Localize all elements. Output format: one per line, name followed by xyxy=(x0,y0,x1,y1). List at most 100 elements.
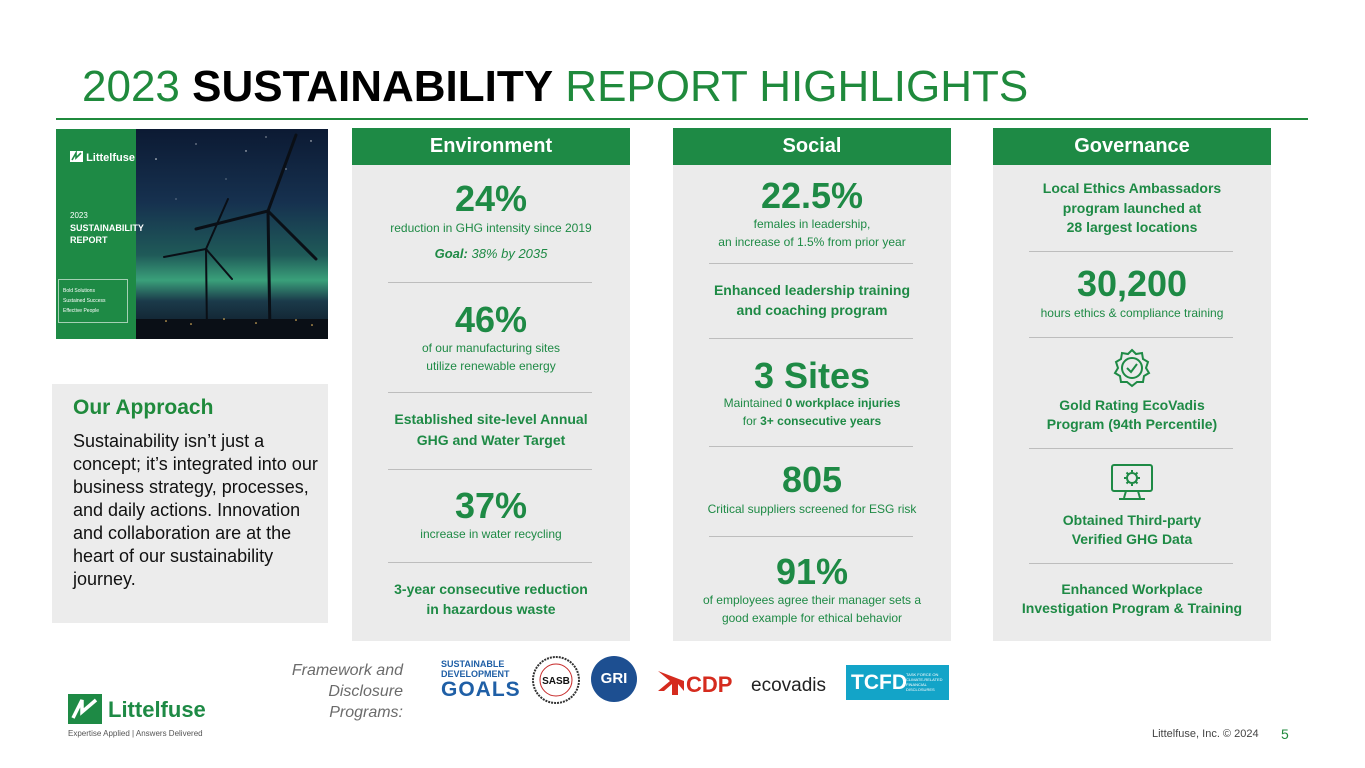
sdg-logo: SUSTAINABLE DEVELOPMENT GOALS xyxy=(441,659,521,701)
env-goal-label: Goal: xyxy=(434,246,468,261)
framework-line2: Disclosure xyxy=(328,683,403,700)
env-target-2: GHG and Water Target xyxy=(416,432,566,448)
page-title: 2023 SUSTAINABILITY REPORT HIGHLIGHTS xyxy=(82,62,1028,112)
ecovadis-logo: ecovadis xyxy=(751,675,826,696)
gov-ecovadis-1: Gold Rating EcoVadis xyxy=(1059,397,1205,413)
soc-stat-suppliers: 805 xyxy=(781,459,843,500)
gov-ambassadors-2: program launched at xyxy=(1062,200,1202,216)
tcfd-logo: TCFD TASK FORCE ON CLIMATE-RELATED FINAN… xyxy=(846,665,949,700)
cover-theme: Sustained Success xyxy=(63,298,106,304)
littelfuse-logo-icon xyxy=(70,149,83,162)
gear-check-icon xyxy=(993,347,1271,396)
cover-theme: Effective People xyxy=(63,308,100,314)
framework-label: Framework and Disclosure Programs: xyxy=(260,660,403,723)
gov-ghg-1: Obtained Third-party xyxy=(1062,512,1202,528)
cover-year: 2023 xyxy=(70,211,88,220)
divider xyxy=(1029,251,1233,252)
divider xyxy=(709,263,913,264)
gov-ambassadors-1: Local Ethics Ambassadors xyxy=(1042,180,1222,196)
company-tagline: Expertise Applied | Answers Delivered xyxy=(68,729,203,738)
framework-line3: Programs: xyxy=(329,704,403,721)
divider xyxy=(388,469,592,470)
environment-panel: Environment 24% reduction in GHG intensi… xyxy=(352,128,630,641)
governance-panel: Governance Local Ethics Ambassadors prog… xyxy=(993,128,1271,641)
gov-ecovadis-2: Program (94th Percentile) xyxy=(1046,416,1218,432)
soc-training-1: Enhanced leadership training xyxy=(713,282,911,298)
soc-desc-women-2: an increase of 1.5% from prior year xyxy=(718,235,906,249)
cover-green-panel xyxy=(56,129,136,339)
gov-workplace-2: Investigation Program & Training xyxy=(1021,600,1243,616)
env-stat-water: 37% xyxy=(454,485,528,526)
divider xyxy=(1029,337,1233,338)
approach-heading: Our Approach xyxy=(73,396,214,419)
divider xyxy=(1029,448,1233,449)
littelfuse-logo-icon xyxy=(68,694,102,724)
title-rest: REPORT HIGHLIGHTS xyxy=(553,62,1029,111)
cover-theme: Bold Solutions xyxy=(63,288,95,294)
title-divider xyxy=(56,118,1308,120)
tcfd-subtext: TASK FORCE ON CLIMATE-RELATED FINANCIAL … xyxy=(906,672,943,692)
title-emphasis: SUSTAINABILITY xyxy=(192,62,554,111)
soc-desc-sites-1: Maintained 0 workplace injuries xyxy=(673,394,951,413)
social-header: Social xyxy=(673,128,951,165)
cover-themes-box: Bold Solutions Sustained Success Effecti… xyxy=(58,279,128,323)
divider xyxy=(1029,563,1233,564)
sasb-logo: SASB xyxy=(532,656,580,704)
framework-line1: Framework and xyxy=(291,662,403,679)
env-stat-renewable: 46% xyxy=(454,299,528,340)
company-logo-text: Littelfuse xyxy=(108,697,206,722)
gov-ambassadors-3: 28 largest locations xyxy=(1066,219,1198,235)
cover-logo: Littelfuse xyxy=(70,149,135,164)
soc-stat-employees: 91% xyxy=(775,551,849,592)
soc-desc-employees-1: of employees agree their manager sets a xyxy=(702,593,922,607)
soc-sites-pre1: Maintained xyxy=(723,396,786,410)
divider xyxy=(388,392,592,393)
soc-sites-bold2: 3+ consecutive years xyxy=(760,414,882,428)
env-desc-water: increase in water recycling xyxy=(420,527,562,541)
gov-stat-hours: 30,200 xyxy=(1076,263,1188,304)
soc-desc-employees-2: good example for ethical behavior xyxy=(721,611,903,625)
divider xyxy=(388,562,592,563)
approach-text: Sustainability isn’t just a concept; it’… xyxy=(73,431,318,589)
env-desc-ghg: reduction in GHG intensity since 2019 xyxy=(390,221,592,235)
gov-ghg-2: Verified GHG Data xyxy=(1071,531,1193,547)
social-panel: Social 22.5% females in leadership, an i… xyxy=(673,128,951,641)
divider xyxy=(709,536,913,537)
monitor-gear-icon xyxy=(993,462,1271,507)
gri-logo: GRI xyxy=(591,656,637,702)
page-number: 5 xyxy=(1281,726,1289,742)
soc-desc-women-1: females in leadership, xyxy=(753,217,871,231)
soc-training-2: and coaching program xyxy=(736,302,888,318)
soc-stat-sites: 3 Sites xyxy=(753,355,871,396)
env-stat-ghg: 24% xyxy=(454,178,528,219)
divider xyxy=(709,338,913,339)
soc-desc-suppliers: Critical suppliers screened for ESG risk xyxy=(707,502,917,516)
cover-logo-text: Littelfuse xyxy=(86,152,135,164)
gov-desc-hours: hours ethics & compliance training xyxy=(1040,306,1224,320)
title-year: 2023 xyxy=(82,62,193,111)
cover-night-sky xyxy=(136,129,328,339)
sdg-line1: SUSTAINABLE xyxy=(441,659,505,669)
sdg-line2: DEVELOPMENT xyxy=(441,669,510,679)
divider xyxy=(388,282,592,283)
gov-workplace-1: Enhanced Workplace xyxy=(1061,581,1203,597)
our-approach-box: Our Approach Sustainability isn’t just a… xyxy=(52,384,328,623)
env-desc-renewable-2: utilize renewable energy xyxy=(426,359,556,373)
cdp-logo-mark xyxy=(658,671,684,695)
wind-turbine-icon xyxy=(136,133,328,339)
cover-title-line1: SUSTAINABILITY xyxy=(70,223,144,233)
env-waste-1: 3-year consecutive reduction xyxy=(394,581,588,597)
sdg-line3: GOALS xyxy=(441,678,521,701)
soc-sites-bold1: 0 workplace injuries xyxy=(785,396,901,410)
governance-header: Governance xyxy=(993,128,1271,165)
report-cover-image: Littelfuse 2023 SUSTAINABILITY REPORT Bo… xyxy=(56,129,328,339)
sasb-text: SASB xyxy=(542,676,570,687)
soc-desc-sites-2: for 3+ consecutive years xyxy=(673,412,951,431)
env-goal: Goal: 38% by 2035 xyxy=(352,245,630,263)
env-goal-text: 38% by 2035 xyxy=(467,246,548,261)
environment-header: Environment xyxy=(352,128,630,165)
env-desc-renewable-1: of our manufacturing sites xyxy=(421,341,561,355)
divider xyxy=(709,446,913,447)
cdp-logo: CDP xyxy=(686,672,733,697)
copyright: Littelfuse, Inc. © 2024 xyxy=(1152,728,1259,740)
